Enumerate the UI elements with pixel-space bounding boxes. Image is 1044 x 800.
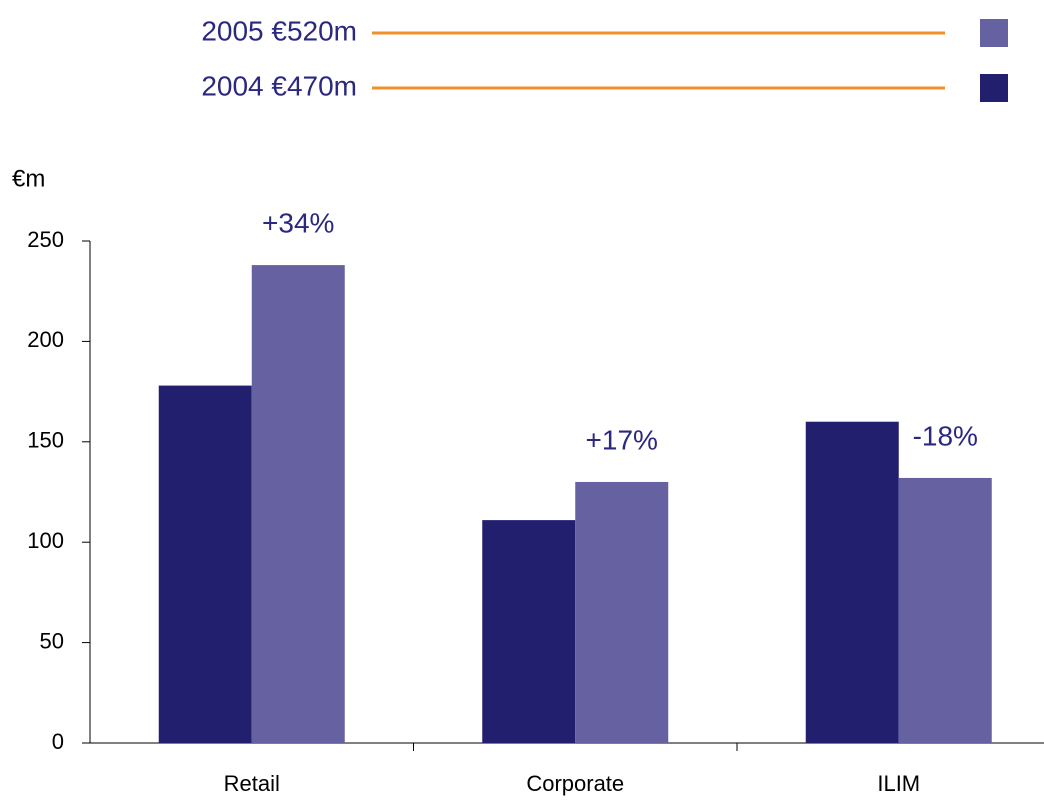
y-tick-label: 50 <box>40 628 64 653</box>
legend-swatch <box>980 19 1008 47</box>
x-tick-label: ILIM <box>877 771 920 796</box>
y-tick-label: 100 <box>27 528 64 553</box>
bar <box>158 385 252 743</box>
y-tick-label: 0 <box>52 729 64 754</box>
x-tick-label: Retail <box>224 771 280 796</box>
bar <box>805 421 899 743</box>
bar <box>898 477 992 743</box>
y-axis-label: €m <box>12 165 45 192</box>
annotation: +34% <box>262 207 334 238</box>
bar <box>575 481 669 743</box>
legend-label: 2004 €470m <box>201 70 357 101</box>
y-tick-label: 150 <box>27 428 64 453</box>
legend-swatch <box>980 74 1008 102</box>
x-tick-label: Corporate <box>526 771 624 796</box>
y-tick-label: 250 <box>27 227 64 252</box>
legend-label: 2005 €520m <box>201 15 357 46</box>
annotation: +17% <box>586 424 658 455</box>
bar <box>251 265 345 743</box>
bar <box>482 520 576 743</box>
y-tick-label: 200 <box>27 327 64 352</box>
annotation: -18% <box>913 420 978 451</box>
